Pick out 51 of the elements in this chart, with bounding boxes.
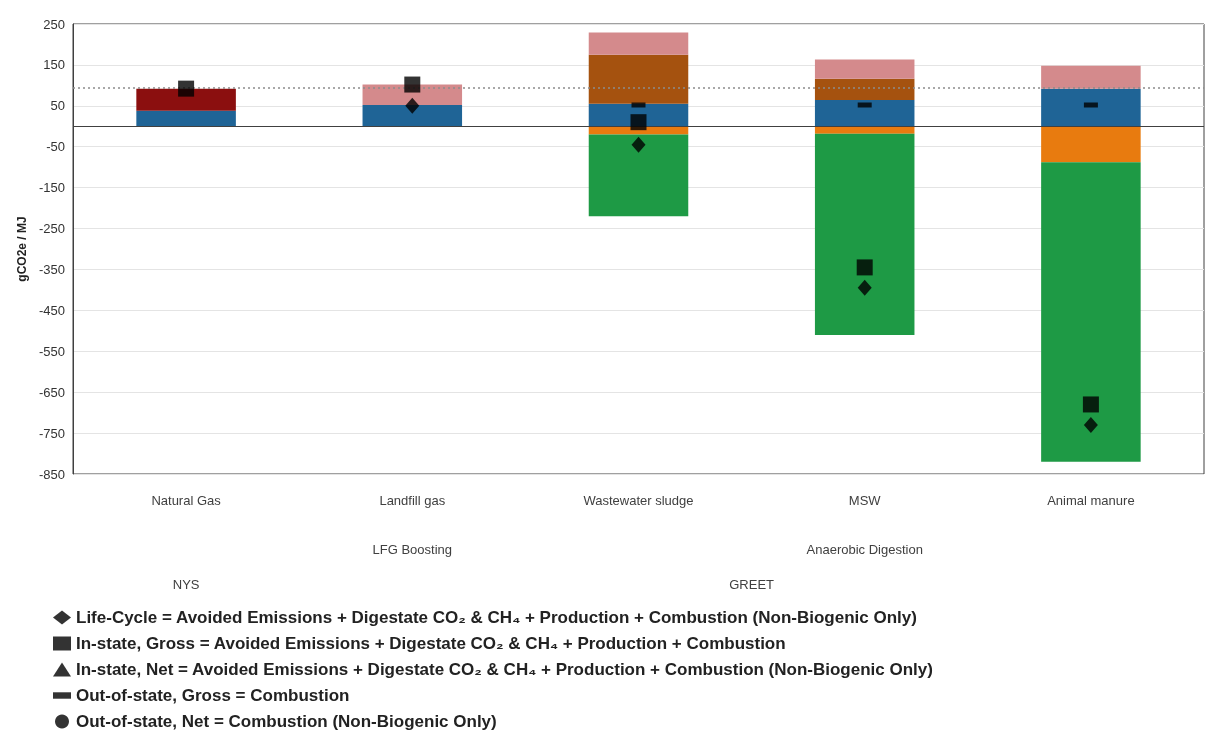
point bbox=[631, 136, 646, 153]
point bbox=[1082, 396, 1099, 413]
legend-label: Life-Cycle = Avoided Emissions + Digestate CO₂ & CH₄ + Production + Combustion (Non-Biogenic Only) bbox=[76, 608, 917, 627]
y-tick-label: -250 bbox=[38, 221, 65, 237]
bar bbox=[1041, 88, 1141, 127]
y-tick-label: 150 bbox=[43, 57, 65, 73]
x-tick-label: Landfill gas bbox=[379, 493, 446, 508]
y-tick-label: -550 bbox=[38, 343, 65, 359]
bar bbox=[814, 59, 915, 79]
point bbox=[857, 279, 872, 296]
text: NYS bbox=[172, 576, 200, 592]
y-tick-label: -150 bbox=[38, 180, 65, 196]
bar bbox=[136, 110, 236, 127]
bar bbox=[588, 32, 689, 55]
bar bbox=[814, 126, 915, 134]
x-tick-label: Animal manure bbox=[1047, 493, 1135, 508]
bar bbox=[362, 105, 463, 127]
y-tick-label: 50 bbox=[50, 98, 65, 114]
bar bbox=[814, 100, 915, 127]
y-tick-label: -750 bbox=[38, 425, 65, 441]
text: Anaerobic Digestion bbox=[806, 541, 923, 557]
legend-label: Out-of-state, Gross = Combustion bbox=[76, 686, 350, 705]
legend-label: Out-of-state, Net = Combustion (Non-Biogenic Only) bbox=[76, 712, 497, 731]
y-tick-label: -50 bbox=[46, 139, 65, 155]
point bbox=[1083, 416, 1098, 433]
bar bbox=[814, 133, 915, 335]
point bbox=[630, 114, 647, 131]
x-tick-label: Natural Gas bbox=[151, 493, 222, 508]
y-tick-label: -650 bbox=[38, 384, 65, 400]
y-tick-label: -350 bbox=[38, 261, 65, 277]
point bbox=[404, 76, 421, 93]
bar bbox=[136, 88, 236, 111]
point bbox=[405, 97, 420, 114]
bar bbox=[1041, 65, 1141, 89]
y-tick-label: 250 bbox=[43, 16, 65, 32]
x-tick-label: Wastewater sludge bbox=[583, 493, 694, 508]
legend-label: In-state, Gross = Avoided Emissions + Digestate CO₂ & CH₄ + Production + Combustion bbox=[76, 634, 786, 653]
bar bbox=[1041, 126, 1141, 163]
x-tick-label: MSW bbox=[848, 493, 882, 508]
point bbox=[178, 80, 195, 97]
bar bbox=[588, 134, 689, 217]
y-tick-label: -850 bbox=[38, 466, 65, 482]
y-axis-title: gCO2e / MJ bbox=[15, 216, 30, 282]
bar bbox=[588, 54, 689, 104]
bar bbox=[1041, 162, 1141, 462]
legend-label: In-state, Net = Avoided Emissions + Digestate CO₂ & CH₄ + Production + Combustion (Non-Biogenic Only) bbox=[76, 660, 933, 679]
text: GREET bbox=[729, 576, 775, 592]
point bbox=[856, 259, 873, 276]
text: LFG Boosting bbox=[372, 541, 453, 557]
bar bbox=[814, 78, 915, 101]
y-tick-label: -450 bbox=[38, 302, 65, 318]
